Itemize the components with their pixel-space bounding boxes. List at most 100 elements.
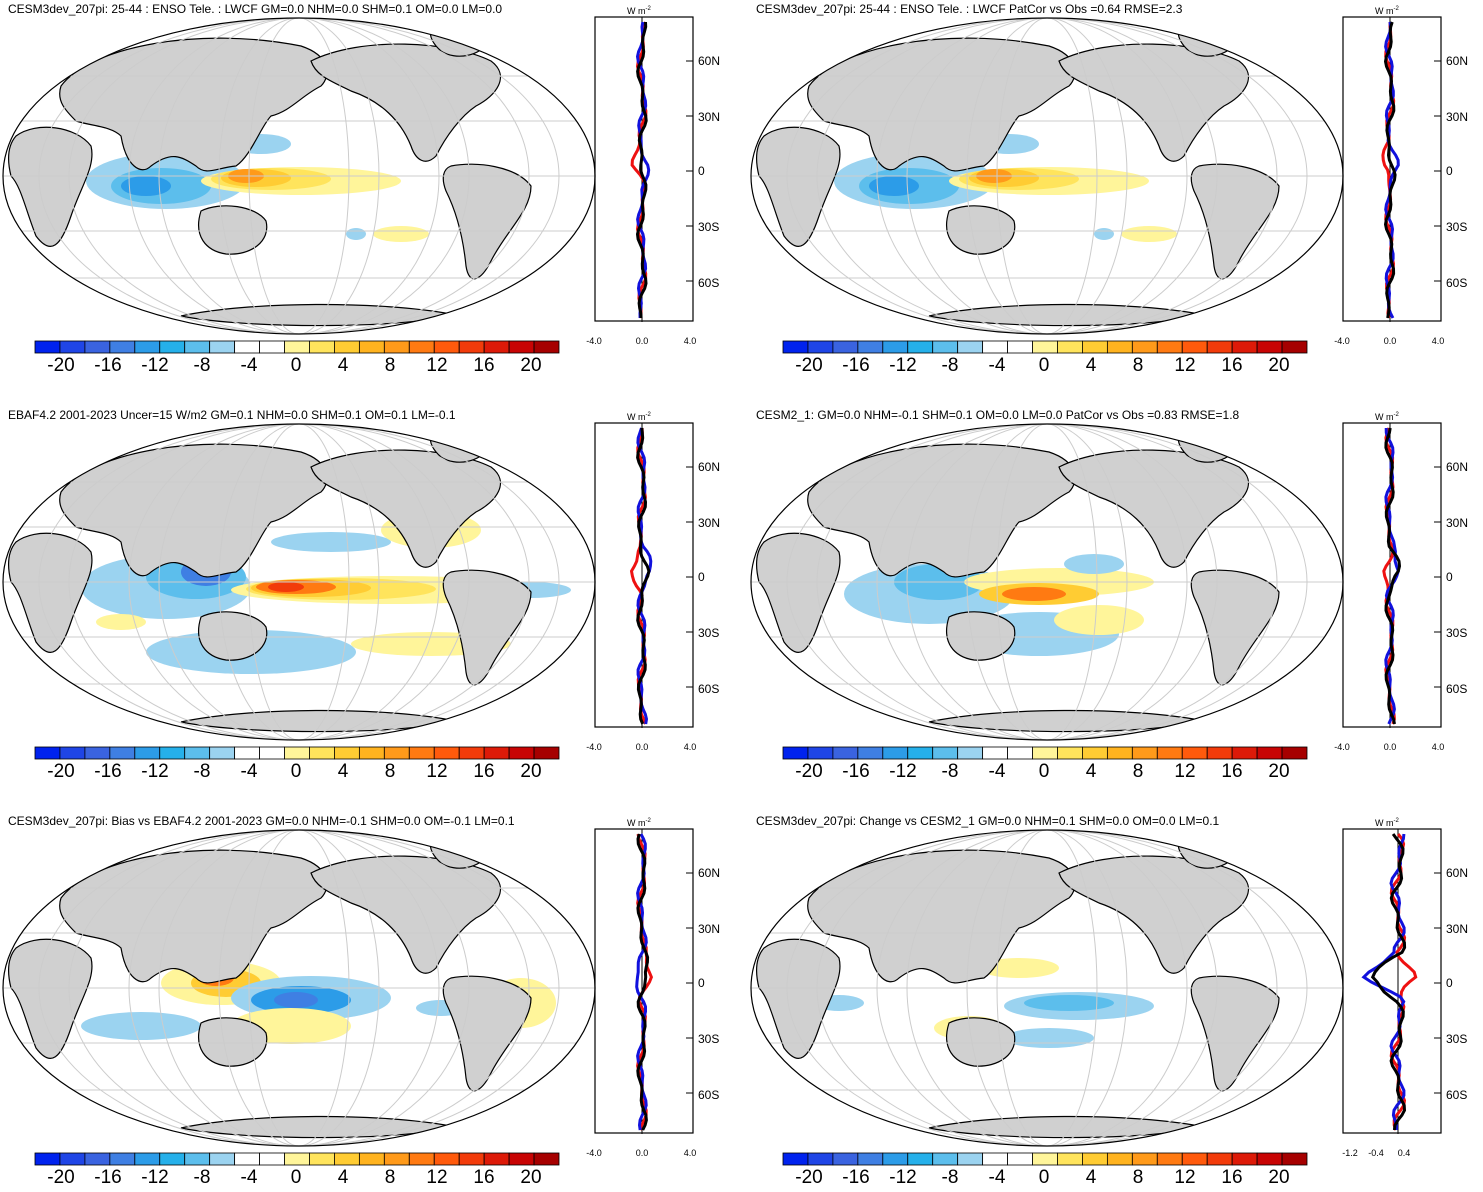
colorbar-swatch bbox=[1032, 1152, 1058, 1166]
colorbar-swatch bbox=[184, 340, 211, 354]
anomaly-blue-npac bbox=[271, 532, 391, 552]
grid-meridian bbox=[786, 830, 1308, 1146]
grid-meridian bbox=[38, 18, 560, 334]
profile-x-tick-label: 4.0 bbox=[683, 1148, 697, 1158]
colorbar-label: -16 bbox=[94, 761, 122, 782]
colorbar-swatch bbox=[782, 746, 809, 760]
latitude-label: 30N bbox=[1446, 922, 1469, 936]
colorbar-swatch bbox=[458, 1152, 485, 1166]
colorbar-swatch bbox=[234, 1152, 260, 1166]
grid-meridian bbox=[248, 18, 350, 334]
colorbar-label: 4 bbox=[1085, 355, 1097, 376]
colorbar-label: 8 bbox=[384, 1167, 396, 1188]
colorbar-label: -12 bbox=[141, 761, 169, 782]
profile-line-blue bbox=[635, 21, 651, 319]
colorbar-swatch bbox=[209, 340, 236, 354]
profile-unit: W m-2 bbox=[1375, 6, 1399, 16]
profile-x-tick-label: 4.0 bbox=[1431, 742, 1445, 752]
colorbar-swatch bbox=[957, 1152, 984, 1166]
colorbar-label: 4 bbox=[337, 1167, 349, 1188]
grid-meridian bbox=[786, 18, 1308, 334]
colorbar-swatch bbox=[159, 340, 186, 354]
colorbar-label: 12 bbox=[1174, 355, 1196, 376]
colorbar bbox=[782, 746, 1308, 760]
anomaly-blue-core bbox=[274, 992, 318, 1008]
grid-meridian bbox=[876, 18, 1218, 334]
colorbar-swatch bbox=[1007, 746, 1033, 760]
colorbar bbox=[34, 746, 560, 760]
land-samerica bbox=[442, 975, 532, 1092]
colorbar-swatch bbox=[1106, 746, 1133, 760]
colorbar-label: -12 bbox=[141, 1167, 169, 1188]
colorbar-swatch bbox=[1106, 1152, 1133, 1166]
colorbar-swatch bbox=[209, 1152, 236, 1166]
colorbar-swatch bbox=[334, 1152, 360, 1166]
colorbar-swatch bbox=[982, 746, 1008, 760]
colorbar-swatch bbox=[1106, 340, 1133, 354]
colorbar-label: 8 bbox=[1132, 1167, 1144, 1188]
grid-meridian bbox=[38, 830, 560, 1146]
anomaly-blue-maritime-core2 bbox=[121, 176, 171, 196]
anomaly-yellow-spac bbox=[373, 226, 429, 242]
profile-x-tick-label: -4.0 bbox=[586, 336, 602, 346]
latitude-label: 60S bbox=[1446, 1088, 1468, 1102]
colorbar bbox=[34, 340, 560, 354]
latitude-label: 60S bbox=[1446, 276, 1468, 290]
colorbar-swatch bbox=[882, 1152, 909, 1166]
colorbar-labels: -20 -16 -12 -8 -4 0 4 8 12 16 20 bbox=[782, 1167, 1306, 1191]
panel-title: CESM3dev_207pi: Change vs CESM2_1 GM=0.0… bbox=[756, 814, 1220, 828]
zonal-profile bbox=[1342, 422, 1442, 728]
colorbar-label: -8 bbox=[193, 355, 211, 376]
zonal-profile bbox=[1342, 828, 1442, 1134]
anomaly-yellow-npac bbox=[979, 958, 1059, 978]
colorbar-swatch bbox=[358, 746, 385, 760]
profile-line-black bbox=[636, 427, 651, 725]
grid-meridian bbox=[128, 830, 470, 1146]
colorbar-swatch bbox=[284, 340, 310, 354]
colorbar-swatch bbox=[957, 340, 984, 354]
colorbar-label: 12 bbox=[426, 761, 448, 782]
land-samerica bbox=[442, 163, 532, 280]
colorbar-swatch bbox=[109, 340, 136, 354]
colorbar-swatch bbox=[882, 340, 909, 354]
latitude-label: 0 bbox=[1446, 976, 1453, 990]
profile-x-tick-label: -4.0 bbox=[586, 742, 602, 752]
colorbar-swatch bbox=[1032, 746, 1058, 760]
colorbar-label: 0 bbox=[290, 355, 302, 376]
colorbar-label: -8 bbox=[941, 761, 959, 782]
grid-meridian bbox=[996, 18, 1098, 334]
land-australia bbox=[946, 1017, 1016, 1067]
colorbar-label: -16 bbox=[842, 1167, 870, 1188]
grid-meridian bbox=[816, 830, 1278, 1146]
colorbar-label: 4 bbox=[1085, 1167, 1097, 1188]
colorbar-swatch bbox=[109, 1152, 136, 1166]
colorbar-swatch bbox=[807, 1152, 834, 1166]
profile-x-tick-label: 0.0 bbox=[635, 1148, 649, 1158]
profile-line-black bbox=[1383, 21, 1397, 319]
colorbar-swatch bbox=[782, 1152, 809, 1166]
colorbar-swatch bbox=[408, 340, 435, 354]
colorbar-swatch bbox=[1007, 1152, 1033, 1166]
colorbar-swatch bbox=[383, 340, 410, 354]
colorbar-swatch bbox=[84, 340, 111, 354]
grid-meridian bbox=[158, 424, 440, 740]
panel-title: CESM2_1: GM=0.0 NHM=-0.1 SHM=0.1 OM=0.0 … bbox=[756, 408, 1240, 422]
grid-meridian bbox=[816, 18, 1278, 334]
colorbar-swatch bbox=[1007, 340, 1033, 354]
latitude-label: 0 bbox=[698, 976, 705, 990]
colorbar-swatch bbox=[309, 340, 335, 354]
colorbar-label: -12 bbox=[889, 355, 917, 376]
colorbar-label: -20 bbox=[795, 761, 823, 782]
panel-1: CESM3dev_207pi: 25-44 : ENSO Tele. : LWC… bbox=[0, 0, 735, 380]
colorbar-swatch bbox=[1256, 746, 1283, 760]
colorbar-swatch bbox=[34, 340, 61, 354]
colorbar-label: 4 bbox=[337, 355, 349, 376]
colorbar-swatch bbox=[408, 1152, 435, 1166]
colorbar-swatch bbox=[533, 746, 560, 760]
zonal-profile bbox=[1342, 16, 1442, 322]
anomaly-blue-indian bbox=[81, 1012, 201, 1040]
anomaly-yellow-spac bbox=[1121, 226, 1177, 242]
land-samerica bbox=[1190, 569, 1280, 686]
colorbar-swatch bbox=[383, 1152, 410, 1166]
colorbar-swatch bbox=[259, 1152, 285, 1166]
